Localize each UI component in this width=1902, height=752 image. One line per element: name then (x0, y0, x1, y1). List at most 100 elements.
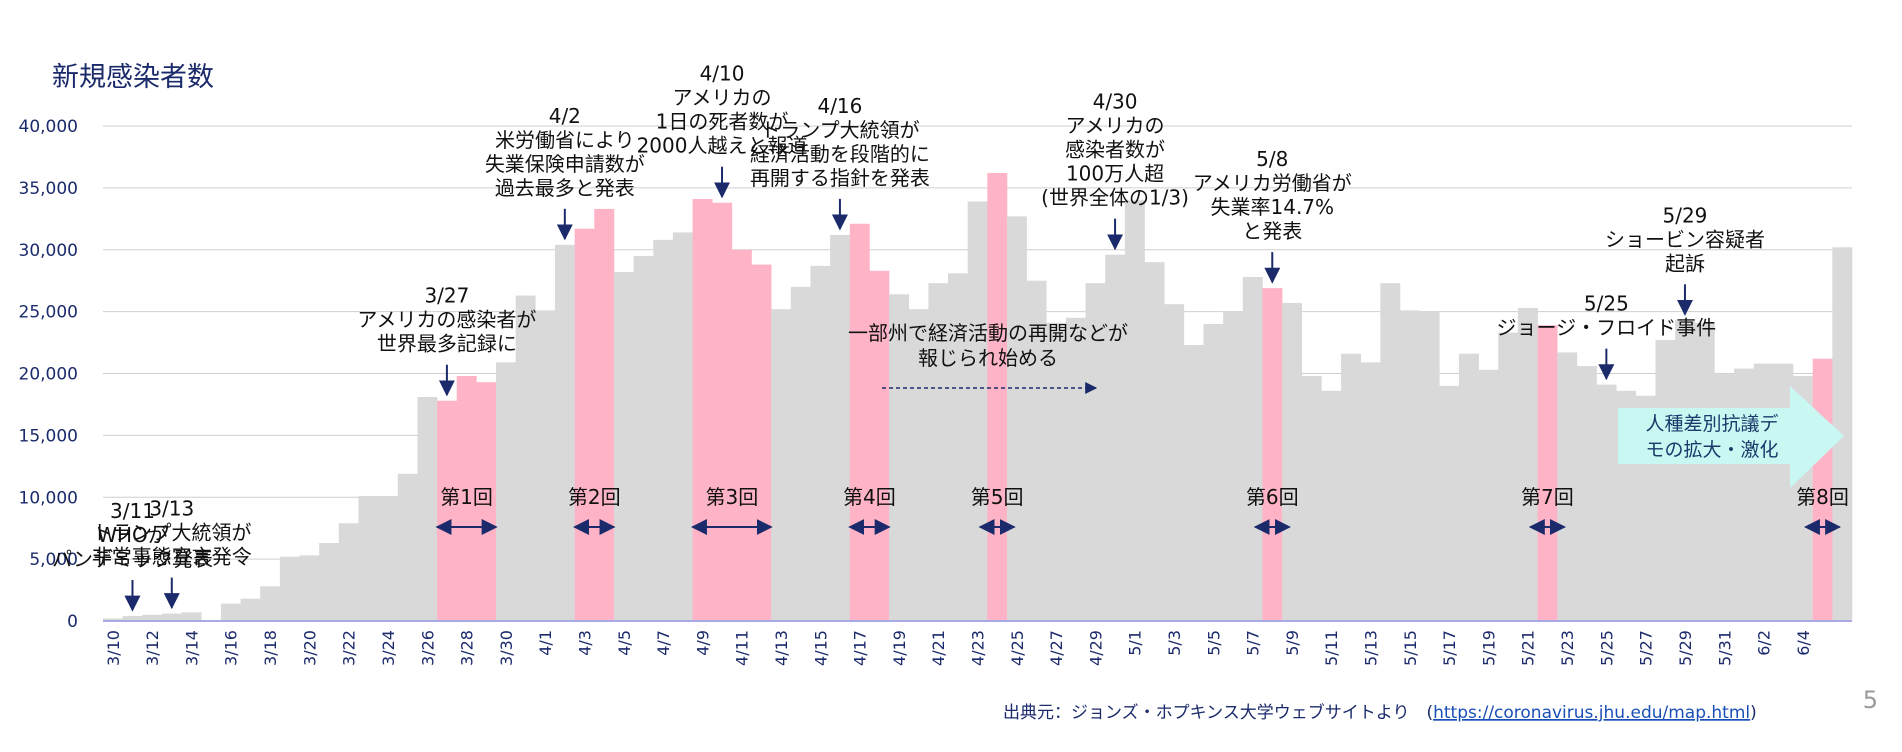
annotation-text: アメリカの (1066, 114, 1165, 138)
x-tick-label: 5/29 (1676, 630, 1695, 666)
x-tick-label: 3/24 (379, 630, 398, 666)
annotation-text: 100万人超 (1066, 162, 1164, 186)
x-tick-label: 3/14 (182, 630, 201, 666)
session-label: 第2回 (568, 485, 621, 509)
protest-arrow-shape (1618, 386, 1844, 488)
annotation-text: 2000人越えと報道 (637, 134, 808, 158)
bar-series (103, 173, 1853, 622)
bar (1046, 322, 1067, 621)
bar (1675, 320, 1696, 621)
annotation-text: 非常事態宣言発令 (92, 545, 252, 569)
annotation-text: アメリカの (673, 86, 772, 110)
annotation-text: 過去最多と発表 (495, 176, 635, 200)
x-tick-label: 4/9 (693, 630, 712, 656)
bar (1282, 302, 1303, 621)
x-tick-label: 6/4 (1794, 630, 1813, 656)
session-label: 第6回 (1246, 485, 1299, 509)
annotation-text: 経済活動を段階的に (750, 142, 930, 166)
annotation-text: 4/10 (700, 62, 745, 86)
bar (712, 202, 733, 621)
x-tick-label: 3/18 (261, 630, 280, 666)
bar (1734, 368, 1755, 621)
x-tick-label: 4/15 (811, 630, 830, 666)
annotation-text: 3/13 (149, 497, 194, 521)
annotation-text: ショービン容疑者 (1605, 227, 1765, 251)
x-tick-label: 5/1 (1126, 630, 1145, 656)
bar (1164, 304, 1185, 621)
bar (397, 473, 418, 621)
source-citation: 出典元：ジョンズ・ホプキンス大学ウェブサイトより (https://corona… (1003, 702, 1757, 723)
bar (849, 223, 870, 621)
x-tick-label: 3/26 (418, 630, 437, 666)
x-tick-label: 4/29 (1086, 630, 1105, 666)
bar (731, 249, 752, 621)
x-tick-label: 4/1 (536, 630, 555, 656)
reopening-note: 一部州で経済活動の再開などが (848, 321, 1128, 345)
page-number: 5 (1863, 686, 1878, 714)
session-label: 第4回 (843, 485, 896, 509)
annotation-text: 世界最多記録に (377, 332, 517, 356)
x-tick-label: 5/25 (1597, 630, 1616, 666)
bar (1301, 375, 1322, 621)
x-tick-label: 4/13 (772, 630, 791, 666)
bar (1557, 352, 1578, 621)
bar (574, 228, 595, 621)
bar (220, 603, 241, 621)
bar (967, 201, 988, 622)
x-tick-label: 4/7 (654, 630, 673, 656)
x-tick-label: 4/17 (851, 630, 870, 666)
annotation-text: 3/11 (110, 499, 155, 523)
x-tick-label: 4/23 (969, 630, 988, 666)
chart-title: 新規感染者数 (52, 62, 214, 93)
session-label: 第1回 (440, 485, 493, 509)
annotation-text: アメリカ労働省が (1193, 171, 1352, 195)
x-tick-label: 4/3 (575, 630, 594, 656)
bar (594, 208, 615, 621)
bar (103, 618, 123, 621)
bar (790, 286, 811, 621)
x-tick-label: 5/19 (1479, 630, 1498, 666)
session-label: 第3回 (705, 485, 758, 509)
x-tick-label: 5/9 (1283, 630, 1302, 656)
x-tick-label: 4/21 (929, 630, 948, 666)
bar (1144, 262, 1165, 621)
bar (535, 310, 556, 621)
bar (142, 614, 163, 621)
bar (692, 199, 713, 621)
bar (496, 362, 516, 621)
bar (1085, 283, 1106, 621)
bar (515, 295, 536, 621)
annotation-text: と発表 (1242, 219, 1302, 243)
annotation-text: ジョージ・フロイド事件 (1497, 316, 1717, 340)
bar (1203, 324, 1224, 621)
y-tick-label: 15,000 (19, 426, 78, 446)
annotation-text: (世界全体の1/3) (1041, 186, 1189, 210)
x-tick-label: 5/3 (1165, 630, 1184, 656)
bar (260, 586, 281, 621)
bar (987, 173, 1008, 621)
bar (613, 272, 634, 621)
bar (948, 273, 968, 621)
y-tick-label: 25,000 (19, 303, 78, 323)
annotation-text: 4/16 (817, 94, 862, 118)
x-tick-label: 3/30 (497, 630, 516, 666)
annotation-text: アメリカの感染者が (357, 308, 536, 332)
x-tick-label: 5/23 (1558, 630, 1577, 666)
bar (1400, 310, 1420, 621)
x-tick-label: 5/11 (1322, 630, 1341, 666)
x-tick-label: 4/5 (615, 630, 634, 656)
annotation-text: 失業率14.7% (1211, 195, 1335, 219)
annotation-text: 失業保険申請数が (485, 152, 645, 176)
x-tick-label: 4/27 (1047, 630, 1066, 666)
y-tick-label: 30,000 (19, 241, 78, 261)
bar (1380, 283, 1401, 621)
bar (338, 523, 359, 621)
bar (633, 255, 654, 621)
protest-label: モの拡大・激化 (1645, 439, 1778, 461)
bar (1360, 362, 1381, 621)
bar (1517, 307, 1538, 621)
source-link[interactable]: https://coronavirus.jhu.edu/map.html (1433, 703, 1750, 723)
annotation-text: WHOが (97, 523, 168, 547)
